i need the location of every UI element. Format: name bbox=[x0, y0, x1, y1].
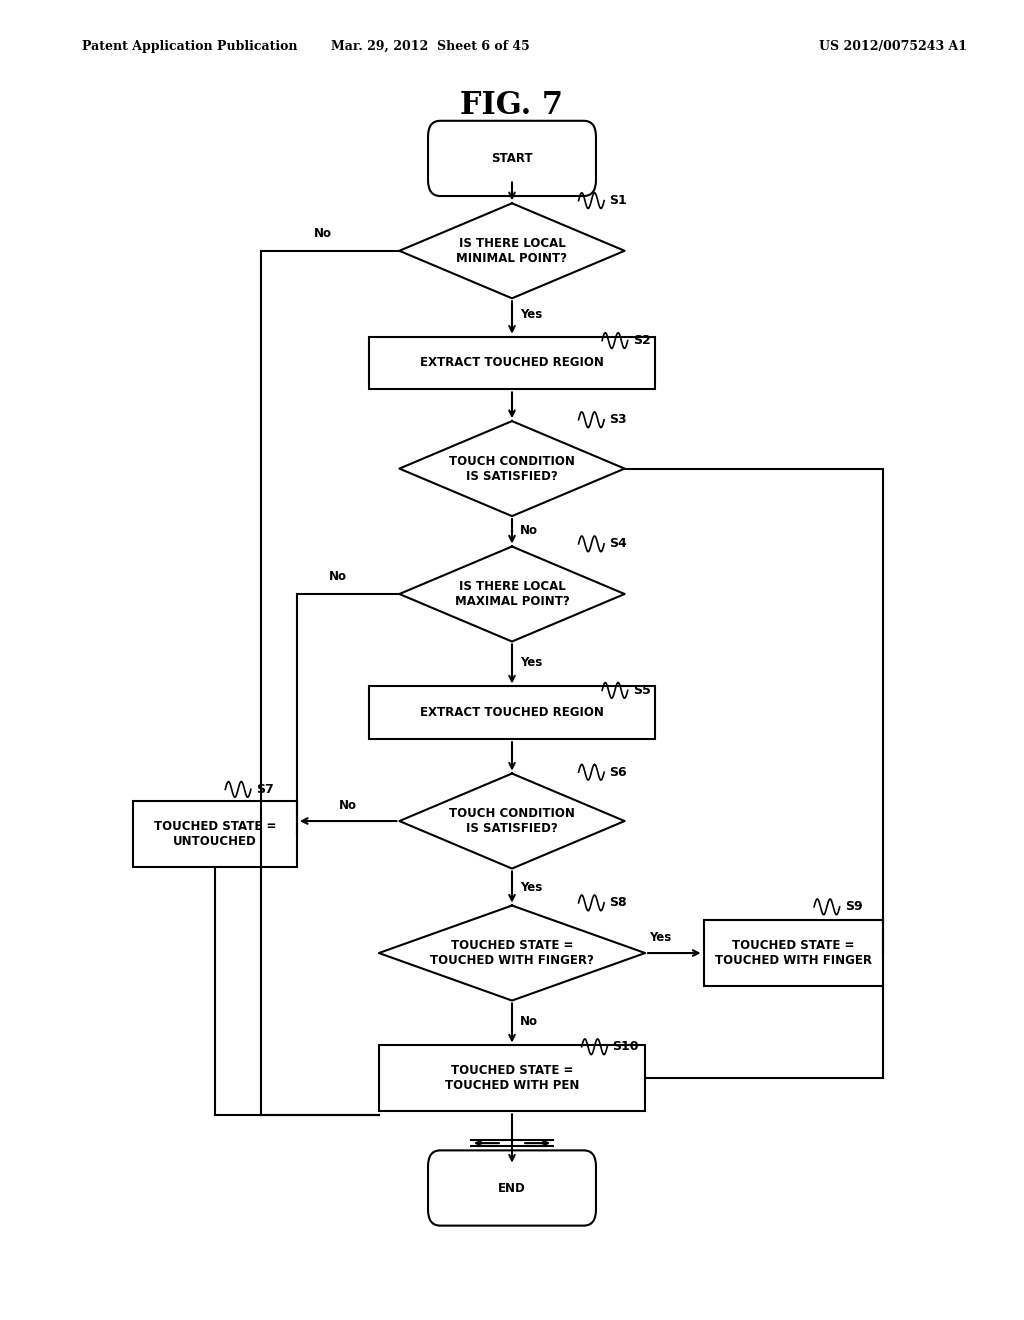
Text: S8: S8 bbox=[609, 896, 627, 909]
Text: TOUCHED STATE =
UNTOUCHED: TOUCHED STATE = UNTOUCHED bbox=[154, 820, 276, 849]
Text: S5: S5 bbox=[633, 684, 650, 697]
Text: No: No bbox=[520, 1015, 539, 1028]
Text: S1: S1 bbox=[609, 194, 627, 207]
Text: IS THERE LOCAL
MINIMAL POINT?: IS THERE LOCAL MINIMAL POINT? bbox=[457, 236, 567, 265]
Text: S2: S2 bbox=[633, 334, 650, 347]
Text: Yes: Yes bbox=[520, 656, 543, 669]
Text: TOUCHED STATE =
TOUCHED WITH FINGER?: TOUCHED STATE = TOUCHED WITH FINGER? bbox=[430, 939, 594, 968]
Bar bbox=[369, 686, 655, 739]
Text: No: No bbox=[520, 524, 539, 537]
Text: US 2012/0075243 A1: US 2012/0075243 A1 bbox=[819, 40, 968, 53]
Bar bbox=[379, 1045, 645, 1111]
Text: Mar. 29, 2012  Sheet 6 of 45: Mar. 29, 2012 Sheet 6 of 45 bbox=[331, 40, 529, 53]
Text: S6: S6 bbox=[609, 766, 627, 779]
Text: START: START bbox=[492, 152, 532, 165]
Text: No: No bbox=[339, 799, 357, 812]
Bar bbox=[705, 920, 883, 986]
Text: IS THERE LOCAL
MAXIMAL POINT?: IS THERE LOCAL MAXIMAL POINT? bbox=[455, 579, 569, 609]
Text: TOUCHED STATE =
TOUCHED WITH FINGER: TOUCHED STATE = TOUCHED WITH FINGER bbox=[715, 939, 872, 968]
Text: TOUCHED STATE =
TOUCHED WITH PEN: TOUCHED STATE = TOUCHED WITH PEN bbox=[444, 1064, 580, 1093]
Text: S7: S7 bbox=[256, 783, 273, 796]
Text: TOUCH CONDITION
IS SATISFIED?: TOUCH CONDITION IS SATISFIED? bbox=[450, 454, 574, 483]
Text: Yes: Yes bbox=[520, 880, 543, 894]
Text: TOUCH CONDITION
IS SATISFIED?: TOUCH CONDITION IS SATISFIED? bbox=[450, 807, 574, 836]
Text: S4: S4 bbox=[609, 537, 627, 550]
Text: Yes: Yes bbox=[649, 931, 672, 944]
Text: No: No bbox=[329, 570, 347, 583]
Text: S9: S9 bbox=[845, 900, 862, 913]
Text: FIG. 7: FIG. 7 bbox=[461, 90, 563, 121]
Text: S10: S10 bbox=[612, 1040, 639, 1053]
Text: EXTRACT TOUCHED REGION: EXTRACT TOUCHED REGION bbox=[420, 356, 604, 370]
Text: EXTRACT TOUCHED REGION: EXTRACT TOUCHED REGION bbox=[420, 706, 604, 719]
Text: END: END bbox=[498, 1181, 526, 1195]
Bar bbox=[369, 337, 655, 389]
Text: Yes: Yes bbox=[520, 308, 543, 321]
Text: No: No bbox=[313, 227, 332, 240]
Bar bbox=[133, 801, 297, 867]
Text: Patent Application Publication: Patent Application Publication bbox=[82, 40, 297, 53]
Text: S3: S3 bbox=[609, 413, 627, 426]
